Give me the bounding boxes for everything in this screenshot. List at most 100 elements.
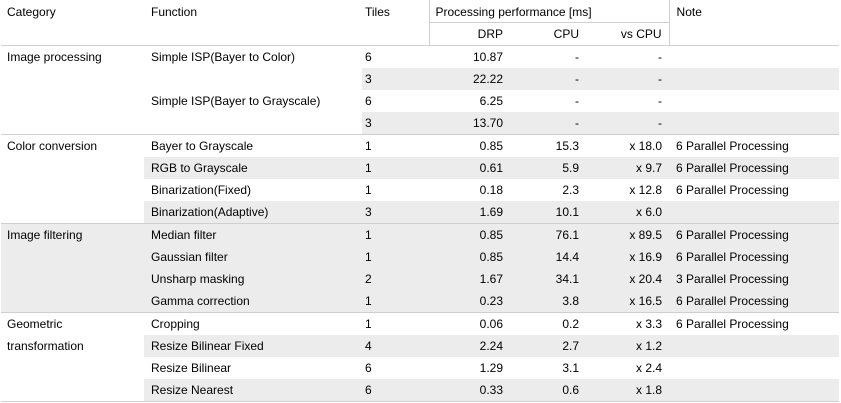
cpu-cell: 15.3: [510, 133, 586, 157]
cpu-cell: 3.1: [562, 360, 579, 375]
function-cell: Resize Bilinear: [151, 360, 232, 375]
vs-cpu-cell: x 20.4: [586, 267, 670, 290]
table-row: Simple ISP(Bayer to Grayscale) 6 6.25 - -: [1, 90, 839, 112]
table-row: RGB to Grayscale 1 0.61 5.9 x 9.7 6 Parallel …: [1, 156, 840, 179]
header-tiles: Tiles: [362, 0, 430, 45]
table-row: Unsharp masking 2 1.67 34.1 x 20.4 3 Parallel…: [1, 267, 840, 290]
drp-cell: 0.18: [479, 182, 503, 197]
category-cell: [1, 179, 144, 201]
table-row: Resize Nearest 6 0.33 0.6 x 1.8: [1, 378, 840, 402]
category-cell: [1, 112, 144, 135]
vs-cpu-cell: x 1.2: [586, 334, 670, 357]
note-cell: 6 Parallel Processing: [669, 289, 840, 312]
table-row: Binarization(Adaptive) 3 1.69 10.1 x 6.0: [1, 200, 840, 224]
category-cell: [1, 201, 144, 224]
drp-cell: 13.70: [429, 111, 510, 134]
function-cell: Binarization(Adaptive): [144, 200, 362, 223]
table-row: 3 22.22- -: [1, 67, 840, 90]
function-cell: Gamma correction: [144, 289, 362, 312]
function-cell: Simple ISP(Bayer to Color): [144, 44, 362, 68]
cpu-cell: 76.1: [510, 222, 586, 246]
category-cell: [1, 378, 144, 402]
table-row: Color conversion Bayer to Grayscale 1 0.85 1…: [1, 133, 840, 157]
table-row: transformation Resize Bilinear Fixed 4 2.24…: [1, 334, 840, 357]
header-category: Category: [7, 5, 56, 19]
note-cell: [669, 67, 840, 90]
header-processing-performance: Processing performance [ms]: [429, 0, 670, 23]
cpu-cell: -: [575, 93, 579, 108]
note-cell: 6 Parallel Processing: [669, 133, 840, 157]
note-cell: [669, 378, 840, 402]
vs-cpu-cell: -: [586, 111, 670, 134]
tiles-cell: 1: [362, 133, 429, 157]
cpu-cell: 2.7: [510, 334, 586, 357]
function-cell: Median filter: [144, 222, 362, 246]
cpu-cell: 0.2: [510, 311, 586, 335]
drp-cell: 2.24: [429, 334, 510, 357]
table-row: 3 13.70- -: [1, 111, 840, 135]
vs-cpu-cell: x 16.9: [586, 245, 670, 268]
cpu-cell: 14.4: [510, 245, 586, 268]
header-vs-cpu: vs CPU: [586, 22, 670, 46]
note-cell: 6 Parallel Processing: [669, 222, 840, 246]
note-cell: 6 Parallel Processing: [669, 245, 840, 268]
tiles-cell: 1: [362, 222, 429, 246]
tiles-cell: 6: [362, 44, 429, 68]
function-cell: Bayer to Grayscale: [144, 133, 362, 157]
header-drp: DRP: [429, 22, 510, 46]
category-cell: Color conversion: [1, 133, 144, 157]
tiles-cell: 3: [362, 111, 429, 134]
category-cell: [1, 267, 144, 290]
note-cell: [669, 90, 839, 112]
tiles-cell: 6: [365, 93, 372, 108]
drp-cell: 1.67: [429, 267, 510, 290]
vs-cpu-cell: x 18.0: [586, 133, 670, 157]
cpu-cell: -: [510, 44, 586, 68]
table-row: Image processing Simple ISP(Bayer to Colo…: [1, 44, 840, 68]
drp-cell: 6.25: [479, 93, 503, 108]
tiles-cell: 1: [362, 156, 429, 179]
category-cell: [1, 289, 144, 312]
cpu-cell: 2.3: [562, 182, 579, 197]
vs-cpu-cell: -: [586, 44, 670, 68]
tiles-cell: 1: [362, 311, 429, 335]
vs-cpu-cell: x 12.8: [629, 182, 663, 197]
tiles-cell: 4: [362, 334, 429, 357]
vs-cpu-cell: x 3.3: [586, 311, 670, 335]
note-cell: 6 Parallel Processing: [669, 311, 840, 335]
tiles-cell: 3: [362, 200, 429, 223]
table-body: Image processing Simple ISP(Bayer to Colo…: [1, 44, 840, 402]
function-cell: Unsharp masking: [144, 267, 362, 290]
cpu-cell: 0.6: [510, 378, 586, 402]
drp-cell: 1.29: [479, 360, 503, 375]
table-row: Gamma correction 1 0.23 3.8 x 16.5 6 Parallel…: [1, 289, 840, 312]
drp-cell: 0.61: [429, 156, 510, 179]
header-cpu: CPU: [510, 22, 586, 46]
cpu-cell: 34.1: [510, 267, 586, 290]
table-row: Image filtering Median filter 1 0.85 76.1 x 8…: [1, 222, 840, 246]
table-row: Geometric Cropping 1 0.06 0.2 x 3.3 6 Parallel…: [1, 311, 840, 335]
function-cell: [144, 68, 362, 90]
category-cell: Geometric: [1, 311, 144, 335]
category-cell: [1, 157, 144, 179]
category-cell: Image processing: [1, 44, 144, 68]
drp-cell: 0.23: [429, 289, 510, 312]
vs-cpu-cell: -: [658, 93, 663, 108]
category-cell: [1, 90, 144, 112]
subheader-row: DRP CPU vs CPU: [1, 22, 839, 46]
vs-cpu-cell: x 6.0: [586, 200, 670, 223]
vs-cpu-cell: x 1.8: [586, 378, 670, 402]
note-cell: [669, 200, 840, 223]
function-cell: Gaussian filter: [144, 245, 362, 268]
table-row: Binarization(Fixed) 1 0.18 2.3 x 12.8 6 Paral…: [1, 179, 839, 201]
category-cell: transformation: [7, 338, 84, 353]
category-cell: [1, 245, 144, 268]
tiles-cell: 2: [362, 267, 429, 290]
drp-cell: 0.85: [429, 222, 510, 246]
note-cell: [669, 44, 840, 68]
vs-cpu-cell: x 9.7: [586, 156, 670, 179]
cpu-cell: 5.9: [510, 156, 586, 179]
tiles-cell: 6: [365, 360, 372, 375]
tiles-cell: 1: [365, 182, 372, 197]
function-cell: [144, 112, 362, 135]
